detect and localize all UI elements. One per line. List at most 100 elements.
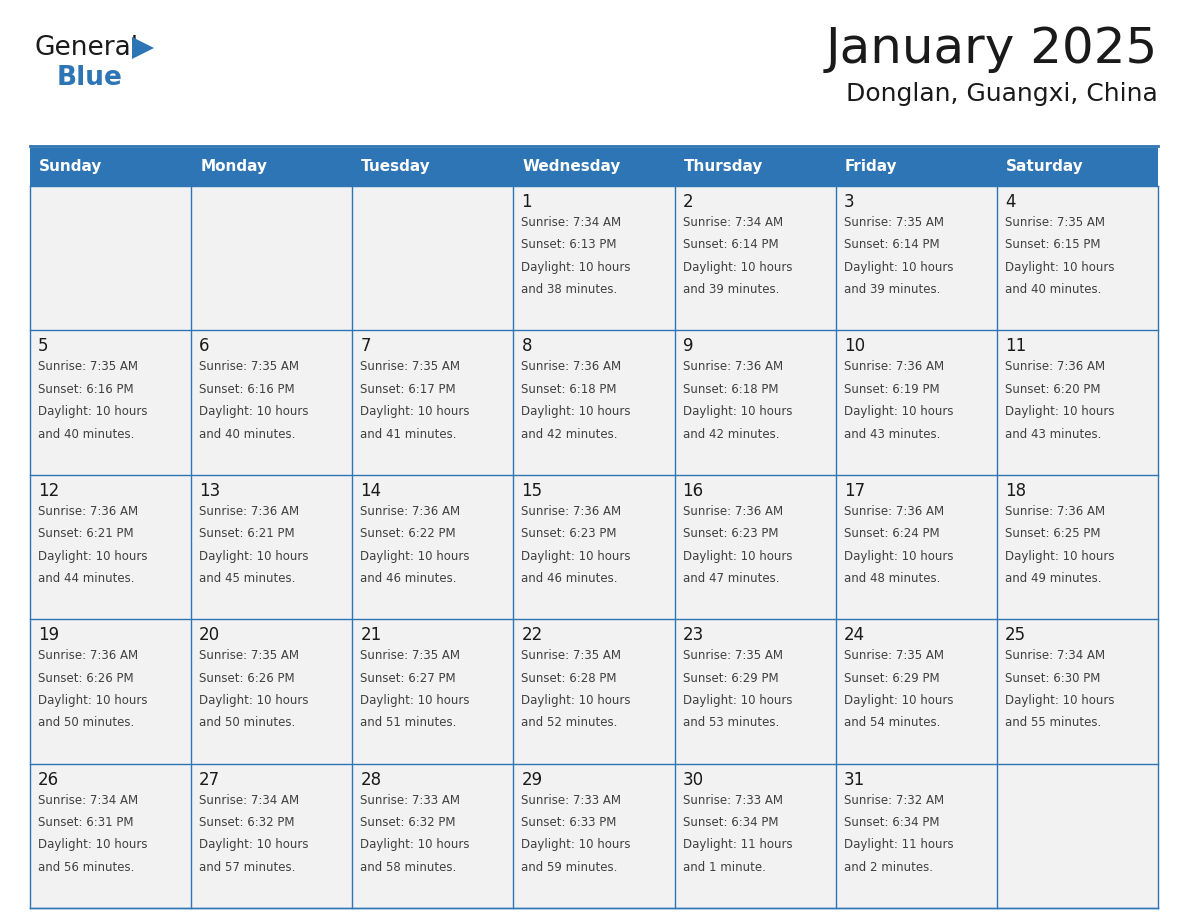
Text: and 41 minutes.: and 41 minutes. — [360, 428, 456, 441]
Text: Sunset: 6:34 PM: Sunset: 6:34 PM — [843, 816, 940, 829]
Text: 31: 31 — [843, 770, 865, 789]
Text: Sunset: 6:33 PM: Sunset: 6:33 PM — [522, 816, 617, 829]
Text: Sunrise: 7:35 AM: Sunrise: 7:35 AM — [522, 649, 621, 662]
Bar — [675, 620, 835, 764]
Text: Sunset: 6:27 PM: Sunset: 6:27 PM — [360, 672, 456, 685]
Text: and 42 minutes.: and 42 minutes. — [522, 428, 618, 441]
Text: Sunset: 6:16 PM: Sunset: 6:16 PM — [200, 383, 295, 396]
Text: Sunrise: 7:36 AM: Sunrise: 7:36 AM — [843, 505, 943, 518]
Text: 20: 20 — [200, 626, 220, 644]
Text: Daylight: 10 hours: Daylight: 10 hours — [200, 694, 309, 707]
Text: 30: 30 — [683, 770, 703, 789]
Bar — [353, 764, 513, 908]
Text: Daylight: 10 hours: Daylight: 10 hours — [522, 261, 631, 274]
Text: Sunset: 6:21 PM: Sunset: 6:21 PM — [200, 527, 295, 540]
Text: Daylight: 10 hours: Daylight: 10 hours — [522, 694, 631, 707]
Text: 19: 19 — [38, 626, 59, 644]
Bar — [30, 186, 191, 330]
Text: Sunset: 6:25 PM: Sunset: 6:25 PM — [1005, 527, 1100, 540]
Bar — [835, 620, 997, 764]
Bar — [835, 186, 997, 330]
Text: Daylight: 10 hours: Daylight: 10 hours — [522, 838, 631, 851]
Text: Friday: Friday — [845, 160, 897, 174]
Text: Sunrise: 7:32 AM: Sunrise: 7:32 AM — [843, 793, 943, 807]
Text: and 57 minutes.: and 57 minutes. — [200, 861, 296, 874]
Text: Sunrise: 7:34 AM: Sunrise: 7:34 AM — [1005, 649, 1105, 662]
Bar — [513, 330, 675, 475]
Text: Daylight: 10 hours: Daylight: 10 hours — [843, 550, 953, 563]
Text: and 39 minutes.: and 39 minutes. — [683, 283, 779, 297]
Text: Daylight: 10 hours: Daylight: 10 hours — [360, 694, 469, 707]
Text: 1: 1 — [522, 193, 532, 211]
Text: Daylight: 10 hours: Daylight: 10 hours — [200, 405, 309, 419]
Text: and 59 minutes.: and 59 minutes. — [522, 861, 618, 874]
Text: 14: 14 — [360, 482, 381, 499]
Text: Sunset: 6:31 PM: Sunset: 6:31 PM — [38, 816, 133, 829]
Text: Sunrise: 7:36 AM: Sunrise: 7:36 AM — [360, 505, 461, 518]
Text: and 39 minutes.: and 39 minutes. — [843, 283, 940, 297]
Text: Sunset: 6:28 PM: Sunset: 6:28 PM — [522, 672, 617, 685]
Text: and 44 minutes.: and 44 minutes. — [38, 572, 134, 585]
Text: January 2025: January 2025 — [826, 25, 1158, 73]
Text: and 2 minutes.: and 2 minutes. — [843, 861, 933, 874]
Text: 25: 25 — [1005, 626, 1026, 644]
Bar — [675, 764, 835, 908]
Bar — [30, 148, 1158, 186]
Text: and 50 minutes.: and 50 minutes. — [200, 716, 296, 729]
Text: and 42 minutes.: and 42 minutes. — [683, 428, 779, 441]
Text: General: General — [34, 35, 139, 61]
Text: 23: 23 — [683, 626, 703, 644]
Text: Thursday: Thursday — [683, 160, 763, 174]
Text: Wednesday: Wednesday — [523, 160, 621, 174]
Text: Sunset: 6:23 PM: Sunset: 6:23 PM — [683, 527, 778, 540]
Text: Sunrise: 7:35 AM: Sunrise: 7:35 AM — [683, 649, 783, 662]
Text: Daylight: 10 hours: Daylight: 10 hours — [38, 694, 147, 707]
Bar — [835, 330, 997, 475]
Text: Sunset: 6:24 PM: Sunset: 6:24 PM — [843, 527, 940, 540]
Text: Daylight: 11 hours: Daylight: 11 hours — [683, 838, 792, 851]
Text: Sunrise: 7:36 AM: Sunrise: 7:36 AM — [200, 505, 299, 518]
Text: 26: 26 — [38, 770, 59, 789]
Text: Sunrise: 7:35 AM: Sunrise: 7:35 AM — [843, 216, 943, 229]
Text: Sunset: 6:17 PM: Sunset: 6:17 PM — [360, 383, 456, 396]
Text: 4: 4 — [1005, 193, 1016, 211]
Text: Sunset: 6:14 PM: Sunset: 6:14 PM — [843, 239, 940, 252]
Text: Sunrise: 7:34 AM: Sunrise: 7:34 AM — [683, 216, 783, 229]
Bar — [30, 764, 191, 908]
Bar — [835, 475, 997, 620]
Text: Sunrise: 7:36 AM: Sunrise: 7:36 AM — [1005, 505, 1105, 518]
Text: 16: 16 — [683, 482, 703, 499]
Text: Sunset: 6:29 PM: Sunset: 6:29 PM — [683, 672, 778, 685]
Bar — [30, 620, 191, 764]
Bar — [997, 620, 1158, 764]
Bar — [513, 620, 675, 764]
Text: Daylight: 10 hours: Daylight: 10 hours — [38, 838, 147, 851]
Bar — [997, 764, 1158, 908]
Text: 18: 18 — [1005, 482, 1026, 499]
Text: and 40 minutes.: and 40 minutes. — [38, 428, 134, 441]
Text: and 47 minutes.: and 47 minutes. — [683, 572, 779, 585]
Text: and 40 minutes.: and 40 minutes. — [200, 428, 296, 441]
Text: Sunrise: 7:34 AM: Sunrise: 7:34 AM — [522, 216, 621, 229]
Bar — [513, 475, 675, 620]
Text: and 43 minutes.: and 43 minutes. — [1005, 428, 1101, 441]
Text: and 46 minutes.: and 46 minutes. — [522, 572, 618, 585]
Text: Saturday: Saturday — [1006, 160, 1083, 174]
Bar — [191, 186, 353, 330]
Text: Tuesday: Tuesday — [361, 160, 431, 174]
Text: Sunset: 6:30 PM: Sunset: 6:30 PM — [1005, 672, 1100, 685]
Bar — [675, 186, 835, 330]
Bar — [675, 330, 835, 475]
Text: Sunset: 6:15 PM: Sunset: 6:15 PM — [1005, 239, 1100, 252]
Text: Daylight: 10 hours: Daylight: 10 hours — [683, 694, 792, 707]
Text: 9: 9 — [683, 338, 693, 355]
Text: and 52 minutes.: and 52 minutes. — [522, 716, 618, 729]
Text: Daylight: 10 hours: Daylight: 10 hours — [360, 405, 469, 419]
Text: Sunrise: 7:36 AM: Sunrise: 7:36 AM — [38, 649, 138, 662]
Text: 21: 21 — [360, 626, 381, 644]
Text: and 38 minutes.: and 38 minutes. — [522, 283, 618, 297]
Bar — [997, 330, 1158, 475]
Text: Daylight: 10 hours: Daylight: 10 hours — [1005, 694, 1114, 707]
Bar — [30, 475, 191, 620]
Text: 27: 27 — [200, 770, 220, 789]
